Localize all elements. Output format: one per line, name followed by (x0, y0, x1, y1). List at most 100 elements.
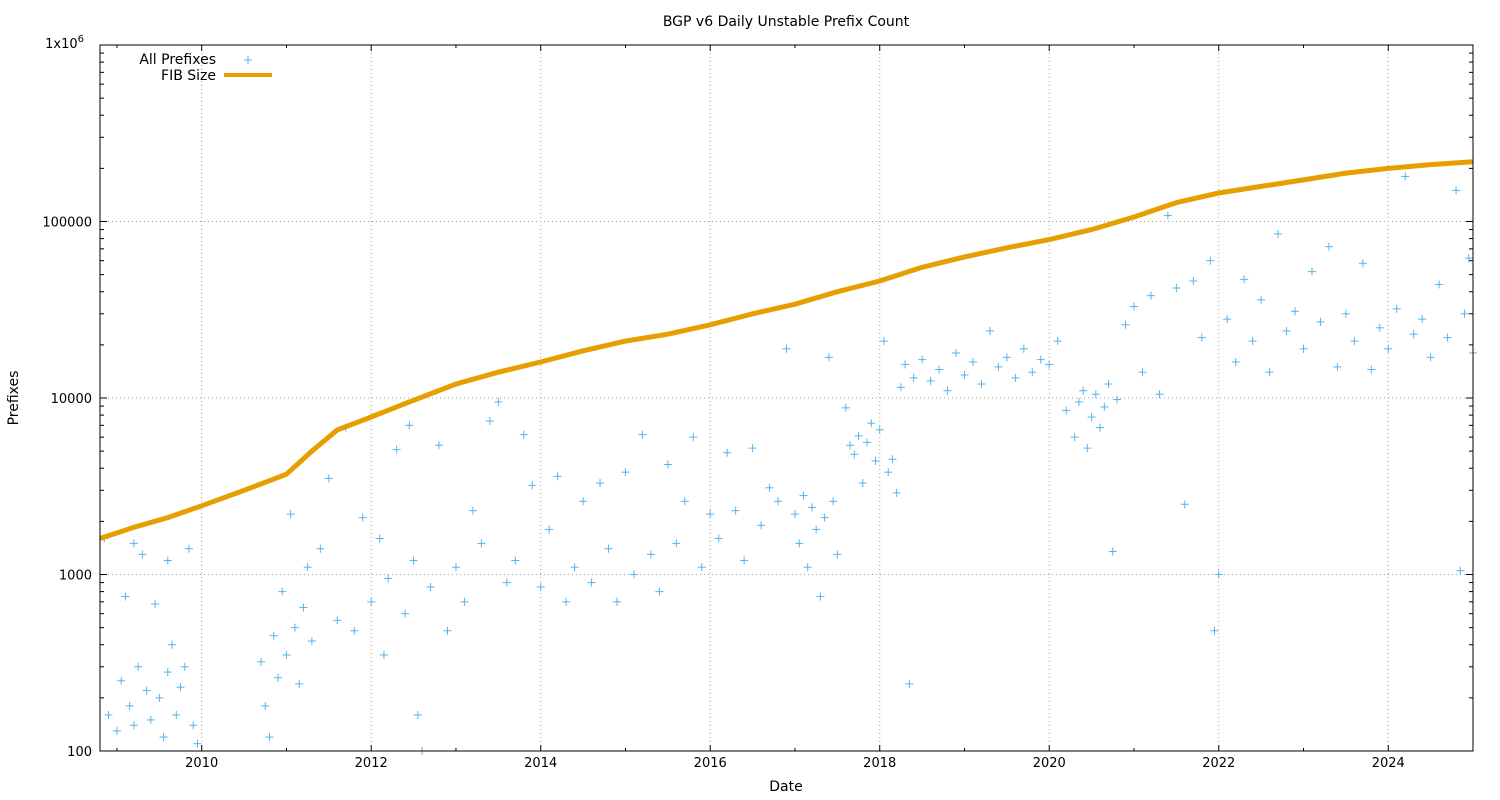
data-point (1011, 373, 1020, 382)
data-point (1324, 242, 1333, 251)
data-point (273, 673, 282, 682)
y-tick-label: 10000 (51, 392, 92, 407)
data-point (1155, 390, 1164, 399)
data-point (1350, 337, 1359, 346)
plot-area (99, 159, 1477, 755)
data-point (706, 510, 715, 519)
data-point (985, 326, 994, 335)
data-point (1282, 326, 1291, 335)
data-point (443, 626, 452, 635)
data-point (1197, 333, 1206, 342)
data-point (451, 563, 460, 572)
data-point (1240, 275, 1249, 284)
data-point (663, 460, 672, 469)
data-point (1418, 315, 1427, 324)
data-point (1163, 211, 1172, 220)
data-point (1384, 344, 1393, 353)
y-tick-label: 1000 (59, 569, 92, 584)
data-point (176, 683, 185, 692)
data-point (740, 556, 749, 565)
data-point (1062, 406, 1071, 415)
data-point (1456, 566, 1465, 575)
data-point (854, 431, 863, 440)
data-point (782, 344, 791, 353)
data-point (960, 370, 969, 379)
y-tick-label: 100 (67, 745, 92, 760)
data-point (1214, 570, 1223, 579)
axis-ticks: 2010 2012 2014 2016 2018 2020 2022 2024 100 1000 1… (42, 34, 1474, 771)
data-point (1333, 362, 1342, 371)
data-point (375, 534, 384, 543)
data-point (405, 421, 414, 430)
data-point (1129, 302, 1138, 311)
data-point (871, 456, 880, 465)
data-point (384, 574, 393, 583)
data-point (193, 739, 202, 748)
data-point (392, 445, 401, 454)
data-point (409, 556, 418, 565)
grid (100, 45, 1473, 751)
data-point (765, 483, 774, 492)
data-point (358, 513, 367, 522)
data-point (1045, 360, 1054, 369)
data-point (324, 474, 333, 483)
data-point (803, 563, 812, 572)
data-point (604, 544, 613, 553)
x-axis-label: Date (769, 779, 802, 795)
data-point (816, 592, 825, 601)
data-point (189, 721, 198, 730)
data-point (943, 386, 952, 395)
data-point (994, 362, 1003, 371)
data-point (333, 616, 342, 625)
data-point (596, 478, 605, 487)
data-point (138, 550, 147, 559)
data-point (875, 425, 884, 434)
data-point (1074, 397, 1083, 406)
data-point (655, 587, 664, 596)
y-tick-label: 100000 (42, 216, 92, 231)
data-point (553, 472, 562, 481)
data-point (672, 539, 681, 548)
data-point (829, 497, 838, 506)
data-point (295, 679, 304, 688)
data-point (367, 597, 376, 606)
data-point (1172, 283, 1181, 292)
data-point (1189, 277, 1198, 286)
data-point (1375, 323, 1384, 332)
legend: All Prefixes FIB Size (139, 52, 272, 84)
data-point (1401, 172, 1410, 181)
data-point (303, 563, 312, 572)
x-tick-label: 2020 (1033, 756, 1066, 771)
data-point (163, 556, 172, 565)
data-point (612, 597, 621, 606)
data-point (723, 448, 732, 457)
data-point (935, 365, 944, 374)
data-point (435, 441, 444, 450)
data-point (731, 506, 740, 515)
data-point (1299, 344, 1308, 353)
data-point (477, 539, 486, 548)
data-point (1231, 357, 1240, 366)
data-point (494, 397, 503, 406)
data-point (774, 497, 783, 506)
data-point (1248, 337, 1257, 346)
data-point (646, 550, 655, 559)
data-point (282, 650, 291, 659)
data-point (562, 597, 571, 606)
data-point (901, 360, 910, 369)
data-point (1426, 353, 1435, 362)
data-point (1180, 500, 1189, 509)
data-point (1121, 320, 1130, 329)
data-point (1100, 402, 1109, 411)
data-point (846, 441, 855, 450)
data-point (1274, 229, 1283, 238)
data-point (812, 525, 821, 534)
data-point (952, 348, 961, 357)
data-point (799, 491, 808, 500)
data-point (278, 587, 287, 596)
data-point (413, 710, 422, 719)
data-point (1223, 315, 1232, 324)
data-point (638, 430, 647, 439)
data-point (790, 510, 799, 519)
